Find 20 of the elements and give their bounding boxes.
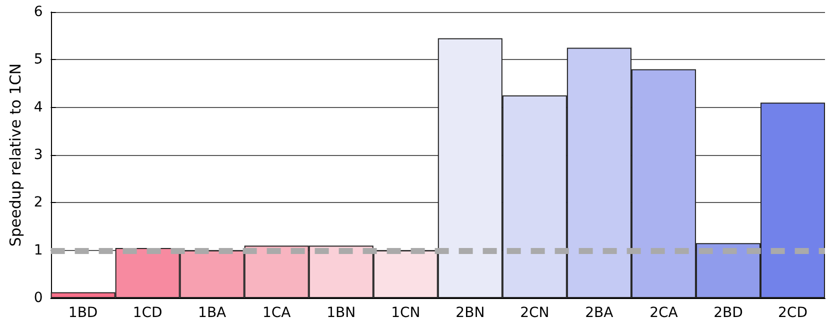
y-tick-label: 4 <box>34 99 43 116</box>
x-tick-label: 2BN <box>456 305 485 321</box>
x-tick-label: 1BD <box>68 305 98 321</box>
x-tick-label: 2CA <box>650 305 678 321</box>
x-tick-label: 2BD <box>714 305 743 321</box>
y-tick-label: 2 <box>34 194 43 211</box>
y-axis-title: Speedup relative to 1CN <box>6 63 24 247</box>
y-tick-label: 6 <box>34 4 43 20</box>
x-tick-label: 1BN <box>326 305 356 321</box>
x-tick-label: 2CD <box>778 305 808 321</box>
x-tick-label: 2CN <box>520 305 550 321</box>
y-tick-label: 3 <box>34 147 43 163</box>
x-tick-label: 2BA <box>585 305 614 321</box>
y-tick-label: 1 <box>34 242 43 258</box>
y-tick-label: 0 <box>34 290 43 306</box>
x-tick-label: 1CA <box>262 305 292 321</box>
x-tick-label: 1BA <box>198 305 227 321</box>
x-tick-label: 1CD <box>132 305 162 321</box>
y-tick-label: 5 <box>34 52 43 68</box>
x-tick-label: 1CN <box>391 305 420 321</box>
